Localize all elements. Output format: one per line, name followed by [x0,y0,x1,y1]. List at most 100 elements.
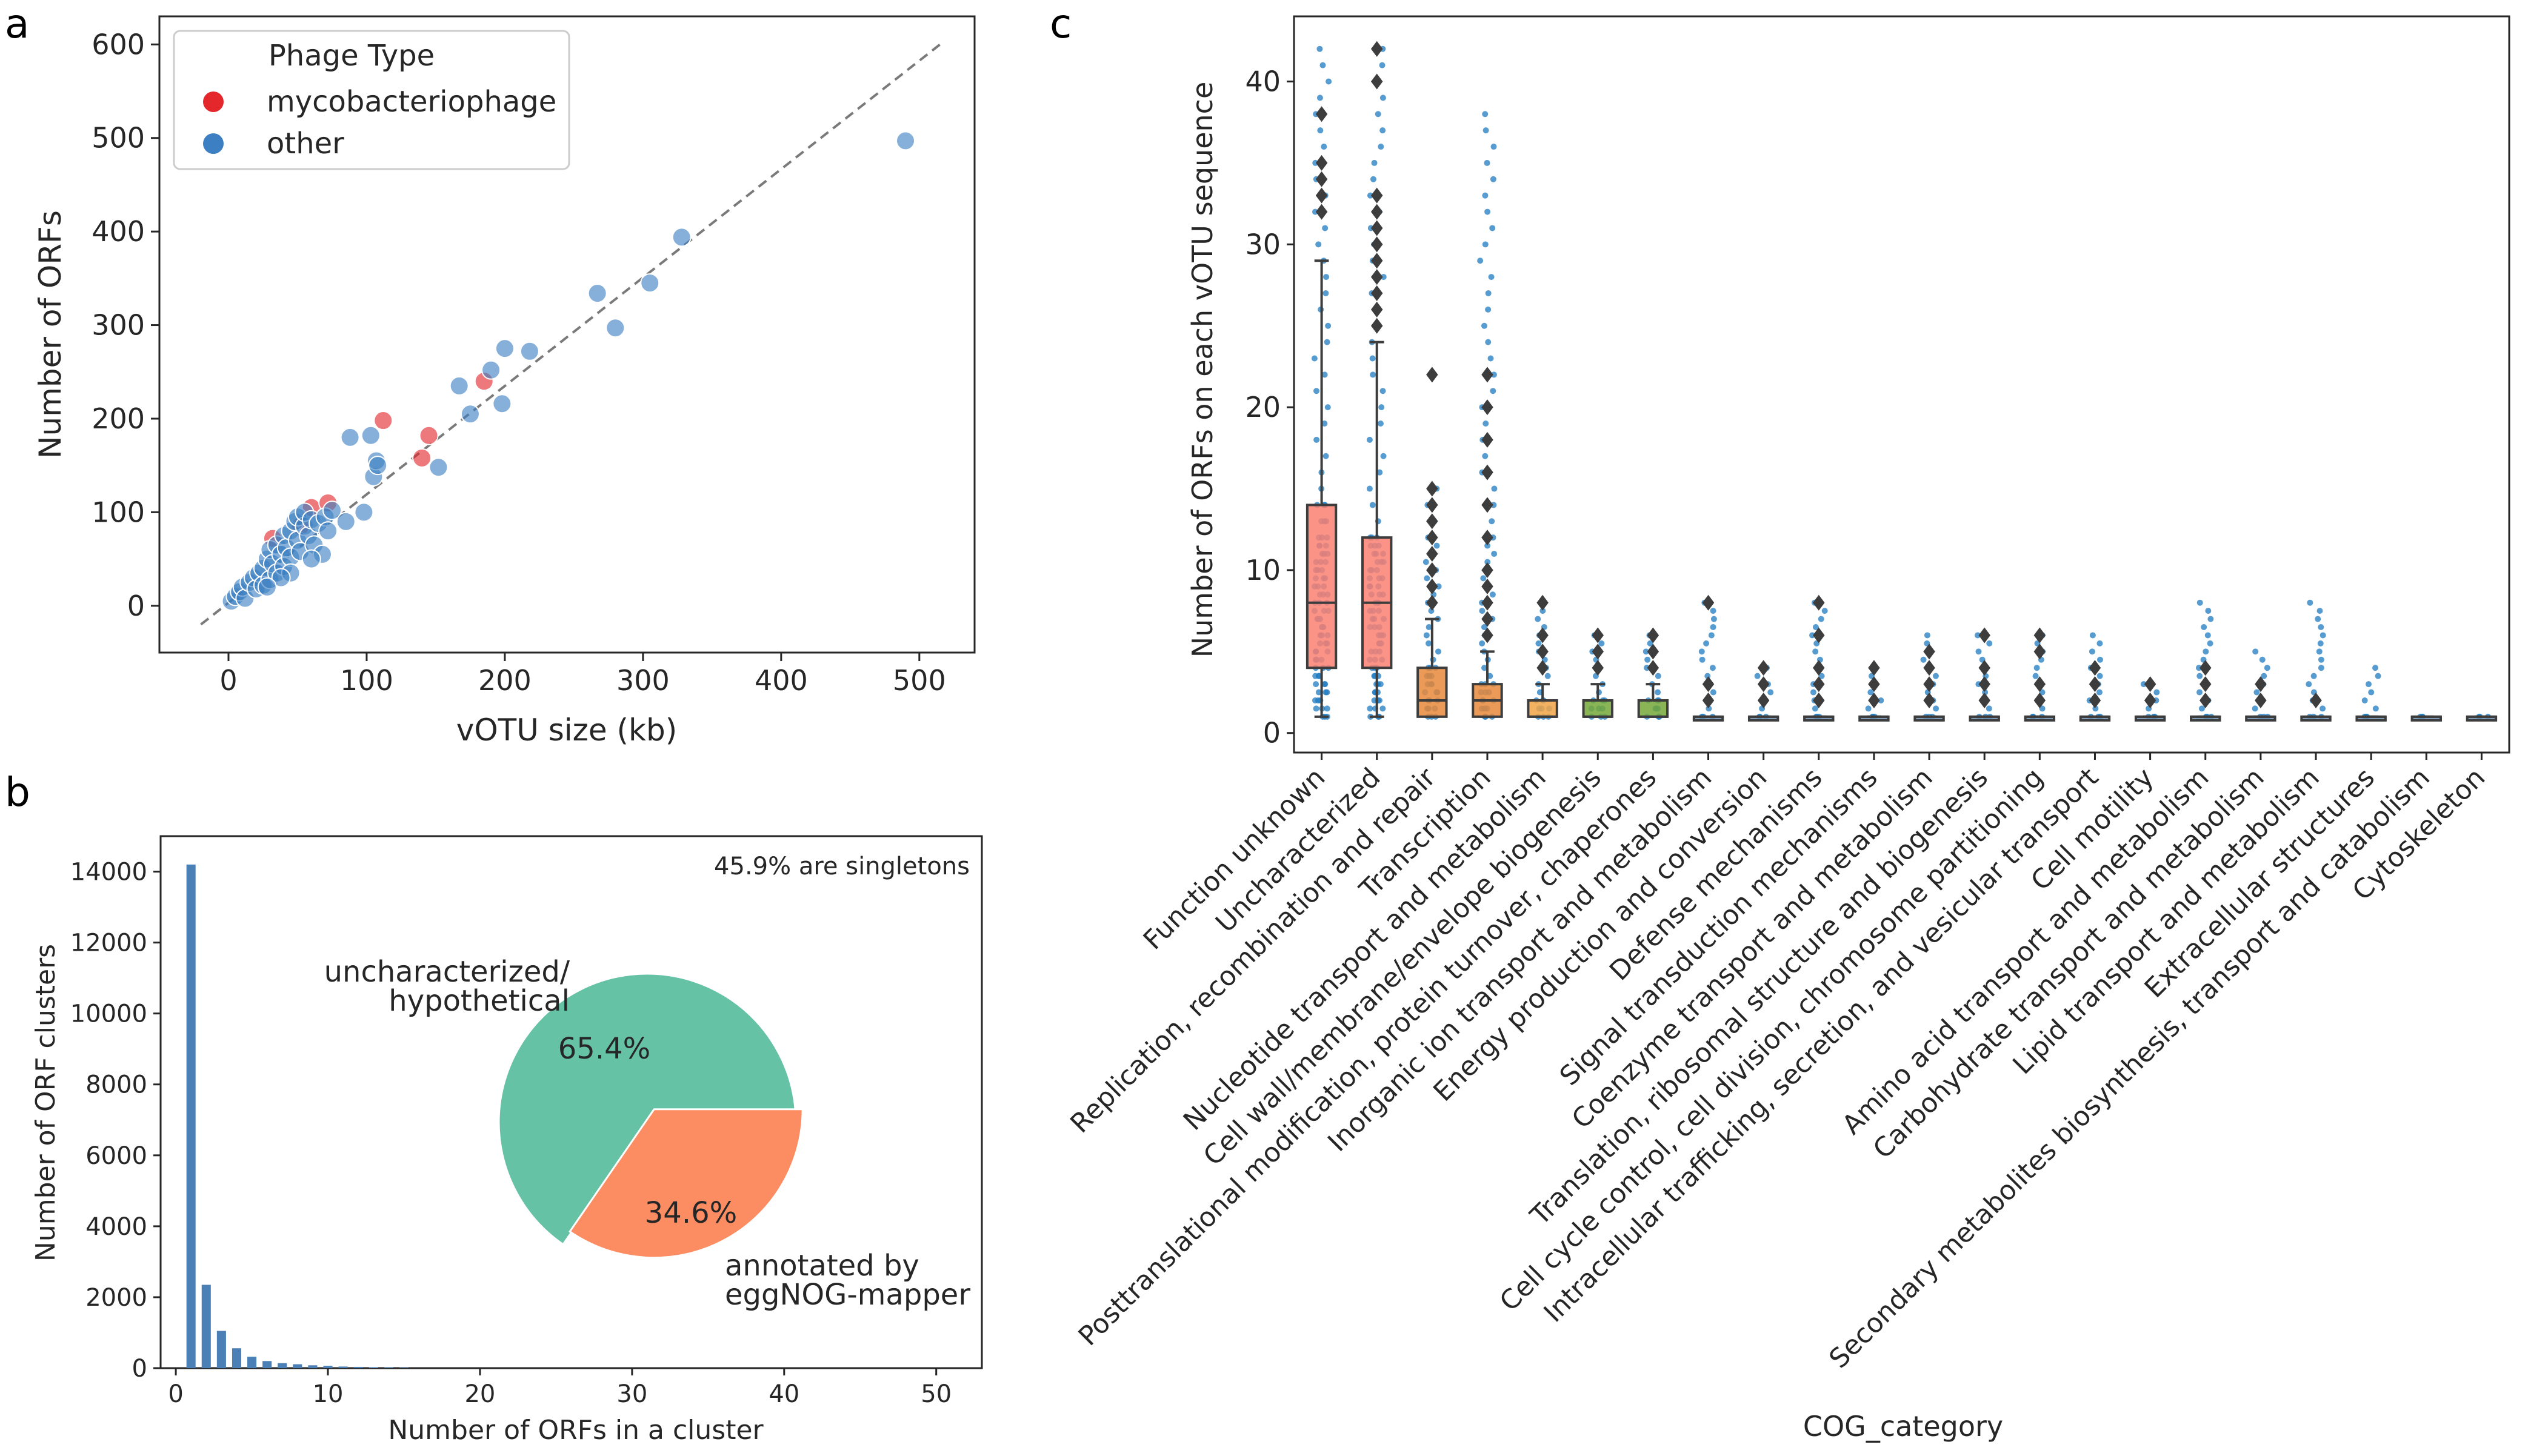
outlier-marker [1647,643,1659,660]
strip-point [2307,599,2313,606]
point-other [495,339,515,359]
strip-point [1490,144,1497,150]
outlier-marker [1481,431,1493,448]
strip-point [1321,681,1328,688]
strip-point [1484,159,1490,166]
strip-point [1491,551,1498,557]
strip-point [1325,322,1332,329]
outlier-marker [1923,676,1935,693]
strip-point [2310,673,2317,679]
strip-point [1818,673,1825,679]
strip-point [1818,616,1824,622]
strip-point [1821,608,1828,614]
x-tick-label-a: 0 [219,664,237,697]
outlier-marker [1868,676,1880,693]
strip-point [1370,176,1376,182]
point-other [672,227,692,247]
point-other [336,511,356,531]
strip-point [1378,404,1385,411]
y-tick-label-a: 300 [92,309,145,342]
strip-point [2253,689,2260,696]
y-axis-label-b: Number of ORF clusters [30,944,61,1262]
strip-point [1369,502,1376,508]
strip-point [1535,616,1541,622]
y-tick-label-b: 0 [132,1355,147,1383]
x-tick-label-b: 0 [168,1380,183,1408]
strip-point [2196,689,2203,696]
point-mycobacteriophage [412,448,432,468]
outlier-marker [1757,676,1770,693]
strip-point [1311,355,1318,362]
point-other [449,376,469,396]
outlier-marker [1536,627,1549,643]
outlier-marker [1978,627,1990,643]
strip-point [2204,632,2211,639]
outlier-marker [2199,692,2212,708]
strip-point [2318,656,2324,663]
y-tick-label-b: 14000 [70,859,147,886]
outlier-marker [1426,562,1438,578]
strip-point [1321,144,1327,150]
strip-point [1878,697,1884,703]
strip-point [1366,485,1373,492]
strip-point [1313,436,1320,443]
strip-point [1655,673,1661,679]
strip-point [2372,705,2379,712]
strip-point [1315,241,1322,248]
strip-point [2252,705,2258,712]
strip-point [2366,681,2372,688]
strip-point [1313,705,1319,712]
outlier-marker [1702,676,1715,693]
outlier-marker [2033,643,2046,660]
point-mycobacteriophage [419,425,439,445]
pie-label-annotated-line2: eggNOG-mapper [725,1278,970,1312]
strip-point [1424,575,1430,582]
strip-point [1482,111,1489,118]
strip-point [2039,705,2046,712]
strip-point [1426,624,1432,631]
x-tick-label-b: 50 [921,1380,952,1408]
strip-point [2264,665,2270,671]
outlier-marker [1370,187,1383,204]
outlier-marker [1923,643,1935,660]
legend-label-mycobacteriophage: mycobacteriophage [267,85,556,119]
outlier-marker [1426,513,1438,530]
strip-point [1435,648,1442,655]
strip-point [1379,127,1386,134]
strip-point [1367,705,1373,712]
strip-point [1426,640,1432,647]
strip-point [1812,705,1818,712]
strip-point [2259,656,2266,663]
x-tick-label-b: 30 [616,1380,647,1408]
point-other [587,284,607,304]
outlier-marker [1481,464,1493,480]
strip-point [1370,371,1376,378]
point-mycobacteriophage [373,411,393,431]
strip-point [1812,624,1819,631]
strip-point [2092,705,2099,712]
inset-pie [498,972,804,1259]
outlier-marker [2089,692,2101,708]
strip-point [1490,371,1497,378]
box [1582,699,1613,718]
strip-point [1482,192,1489,199]
outlier-marker [1426,480,1438,497]
strip-point [1324,339,1330,345]
outlier-marker [1370,285,1383,301]
point-other [896,131,916,151]
strip-point [1313,388,1319,394]
strip-point [1379,95,1386,101]
outlier-marker [1481,497,1493,513]
point-other [481,360,501,380]
strip-point [2198,705,2205,712]
outlier-marker [1370,204,1383,220]
y-tick-label-a: 0 [127,590,145,622]
box [1306,504,1338,670]
strip-point [1489,518,1495,525]
y-tick-label-c: 0 [1263,717,1281,750]
point-other [605,318,625,338]
pie-pct-uncharacterized: 65.4% [558,1032,650,1066]
panel-label-c: c [1050,1,1072,47]
strip-point [2195,665,2202,671]
histogram-bar [338,1366,348,1368]
